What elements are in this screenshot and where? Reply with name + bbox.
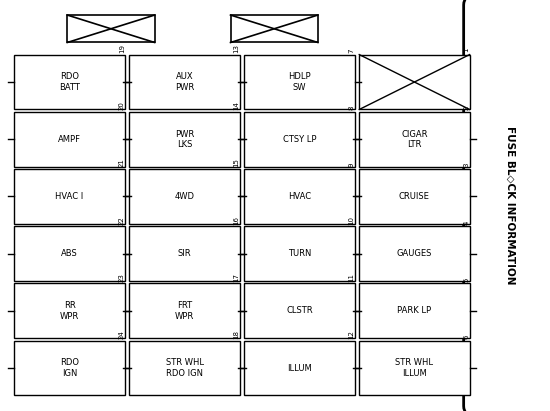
Text: 12: 12 xyxy=(349,330,355,339)
Text: RDO
BATT: RDO BATT xyxy=(59,72,80,92)
Bar xyxy=(359,112,470,167)
Text: 10: 10 xyxy=(349,215,355,224)
Bar xyxy=(14,112,125,167)
Text: 4: 4 xyxy=(464,220,470,224)
Bar xyxy=(244,112,355,167)
Text: 18: 18 xyxy=(234,330,240,339)
Text: AMPF: AMPF xyxy=(58,135,81,144)
Text: 20: 20 xyxy=(119,101,125,110)
Bar xyxy=(14,341,125,395)
Bar xyxy=(359,283,470,338)
Text: HVAC I: HVAC I xyxy=(56,192,84,201)
Text: SIR: SIR xyxy=(178,249,191,258)
Text: 2: 2 xyxy=(464,106,470,110)
Bar xyxy=(359,341,470,395)
Bar xyxy=(129,112,240,167)
Text: AUX
PWR: AUX PWR xyxy=(175,72,194,92)
Bar xyxy=(359,55,470,109)
Bar xyxy=(244,341,355,395)
Text: STR WHL
ILLUM: STR WHL ILLUM xyxy=(395,358,433,378)
Text: ILLUM: ILLUM xyxy=(287,363,312,372)
Bar xyxy=(129,169,240,224)
Text: 7: 7 xyxy=(349,48,355,53)
Text: FUSE BL◇CK INFORMATION: FUSE BL◇CK INFORMATION xyxy=(505,126,515,285)
Text: 22: 22 xyxy=(119,216,125,224)
Bar xyxy=(14,283,125,338)
Text: 1: 1 xyxy=(464,48,470,52)
Text: HDLP
SW: HDLP SW xyxy=(288,72,311,92)
FancyBboxPatch shape xyxy=(0,0,491,411)
Text: GAUGES: GAUGES xyxy=(397,249,432,258)
Text: 19: 19 xyxy=(119,44,125,53)
Bar xyxy=(67,15,155,42)
Bar xyxy=(244,55,355,109)
Text: 9: 9 xyxy=(349,163,355,167)
Text: PWR
LKS: PWR LKS xyxy=(175,129,194,149)
Bar xyxy=(244,226,355,281)
Text: 4WD: 4WD xyxy=(174,192,195,201)
Text: TURN: TURN xyxy=(288,249,311,258)
Bar xyxy=(230,15,318,42)
Text: 17: 17 xyxy=(234,273,240,282)
Text: 6: 6 xyxy=(464,335,470,339)
Bar xyxy=(129,55,240,109)
Text: 24: 24 xyxy=(119,330,125,339)
Text: 14: 14 xyxy=(234,101,240,110)
Text: STR WHL
RDO IGN: STR WHL RDO IGN xyxy=(166,358,204,378)
Bar xyxy=(129,226,240,281)
Bar xyxy=(129,341,240,395)
Text: CLSTR: CLSTR xyxy=(286,306,313,315)
Text: 15: 15 xyxy=(234,159,240,167)
Text: RR
WPR: RR WPR xyxy=(60,301,79,321)
Text: HVAC: HVAC xyxy=(288,192,311,201)
Text: PARK LP: PARK LP xyxy=(397,306,432,315)
Text: 5: 5 xyxy=(464,277,470,282)
Bar xyxy=(359,169,470,224)
Text: 8: 8 xyxy=(349,106,355,110)
Text: 3: 3 xyxy=(464,163,470,167)
FancyBboxPatch shape xyxy=(464,0,550,411)
Text: 11: 11 xyxy=(349,273,355,282)
Text: 16: 16 xyxy=(234,215,240,224)
Text: CTSY LP: CTSY LP xyxy=(283,135,316,144)
Bar xyxy=(244,169,355,224)
Bar xyxy=(14,55,125,109)
Text: 23: 23 xyxy=(119,273,125,282)
Text: 13: 13 xyxy=(234,44,240,53)
Text: CIGAR
LTR: CIGAR LTR xyxy=(401,129,428,149)
Bar xyxy=(14,169,125,224)
Text: ABS: ABS xyxy=(61,249,78,258)
Bar xyxy=(359,226,470,281)
Text: CRUISE: CRUISE xyxy=(399,192,430,201)
Bar xyxy=(14,226,125,281)
Text: RDO
IGN: RDO IGN xyxy=(60,358,79,378)
Bar xyxy=(129,283,240,338)
Text: 21: 21 xyxy=(119,159,125,167)
Text: FRT
WPR: FRT WPR xyxy=(175,301,194,321)
Bar xyxy=(244,283,355,338)
